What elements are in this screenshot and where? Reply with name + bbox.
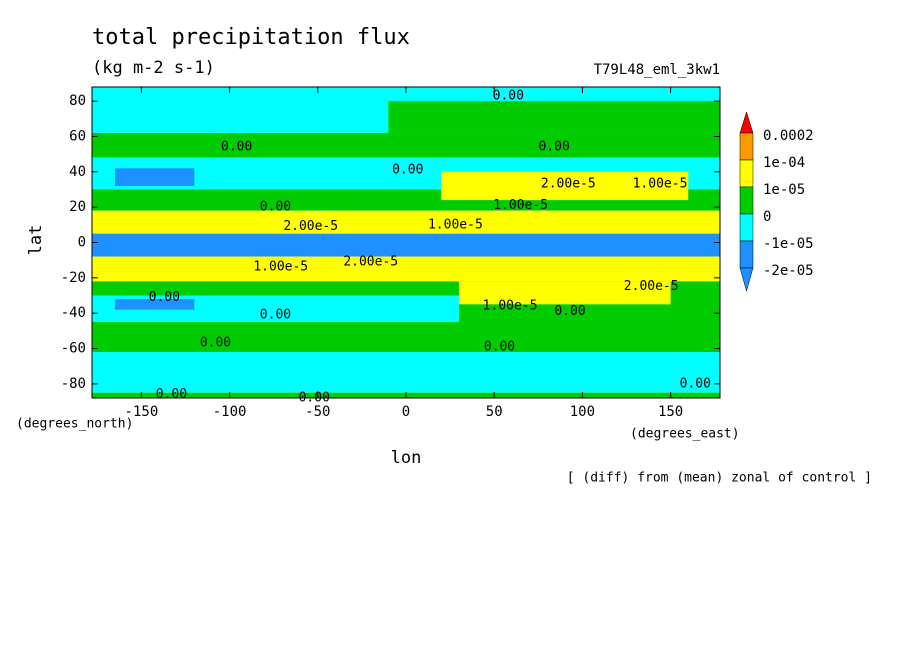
contour-label: 0.00	[392, 163, 423, 178]
x-tick-label: 50	[486, 404, 503, 420]
colorbar-end	[739, 267, 754, 292]
contour-label: 0.00	[539, 140, 570, 155]
colorbar-box	[739, 159, 754, 188]
y-units: (degrees_north)	[16, 417, 133, 432]
contour-label: 0.00	[493, 88, 524, 103]
colorbar-label: 1e-05	[763, 182, 805, 198]
x-tick-label: -100	[213, 404, 247, 420]
y-tick-label: -20	[61, 270, 86, 286]
chart-title: total precipitation flux	[92, 25, 410, 50]
x-tick-label: 150	[658, 404, 683, 420]
note: [ (diff) from (mean) zonal of control ]	[567, 471, 872, 486]
y-axis-title: lat	[26, 225, 46, 256]
dataset-label: T79L48_eml_3kw1	[594, 62, 720, 78]
filled-region	[92, 322, 720, 353]
filled-region	[92, 132, 720, 158]
y-tick-label: 80	[69, 93, 86, 109]
x-tick-label: 100	[570, 404, 595, 420]
filled-region	[114, 168, 195, 186]
y-tick-label: -40	[61, 305, 86, 321]
x-tick-label: -150	[125, 404, 159, 420]
y-tick-label: 20	[69, 199, 86, 215]
filled-region	[388, 101, 720, 133]
contour-label: 2.00e-5	[624, 279, 679, 294]
contour-label: 0.00	[200, 336, 231, 351]
filled-region	[458, 281, 671, 305]
contour-label: 0.00	[484, 339, 515, 354]
x-tick-label: -50	[305, 404, 330, 420]
contour-label: 2.00e-5	[343, 254, 398, 269]
contour-label: 0.00	[260, 200, 291, 215]
filled-region	[92, 210, 720, 234]
filled-region	[92, 352, 720, 393]
colorbar-end	[739, 111, 754, 134]
contour-label: 0.00	[149, 290, 180, 305]
colorbar-box	[739, 132, 754, 161]
y-tick-label: 0	[78, 235, 86, 251]
filled-region	[92, 233, 720, 257]
y-tick-label: -60	[61, 341, 86, 357]
x-units: (degrees_east)	[630, 427, 740, 442]
y-tick-label: -80	[61, 376, 86, 392]
contour-label: 1.00e-5	[483, 299, 538, 314]
x-axis-title: lon	[391, 448, 422, 468]
filled-region	[92, 256, 720, 282]
colorbar-box	[739, 240, 754, 269]
colorbar-label: -1e-05	[763, 236, 814, 252]
filled-region	[114, 299, 195, 310]
contour-label: 0.00	[554, 304, 585, 319]
y-tick-label: 40	[69, 164, 86, 180]
colorbar-label: -2e-05	[763, 263, 814, 279]
contour-label: 0.00	[680, 376, 711, 391]
y-tick-label: 60	[69, 128, 86, 144]
contour-label: 0.00	[156, 387, 187, 402]
contour-label: 2.00e-5	[283, 219, 338, 234]
contour-label: 0.00	[260, 307, 291, 322]
contour-label: 1.00e-5	[493, 198, 548, 213]
filled-region	[441, 171, 689, 201]
colorbar-box	[739, 213, 754, 242]
colorbar-label: 0.0002	[763, 128, 814, 144]
contour-label: 0.00	[221, 140, 252, 155]
contour-label: 2.00e-5	[541, 177, 596, 192]
colorbar-label: 0	[763, 209, 771, 225]
chart-subtitle: (kg m-2 s-1)	[92, 58, 215, 78]
x-tick-label: 0	[402, 404, 410, 420]
contour-label: 1.00e-5	[253, 260, 308, 275]
contour-label: 1.00e-5	[428, 217, 483, 232]
colorbar-box	[739, 186, 754, 215]
colorbar-label: 1e-04	[763, 155, 805, 171]
contour-label: 1.00e-5	[633, 177, 688, 192]
